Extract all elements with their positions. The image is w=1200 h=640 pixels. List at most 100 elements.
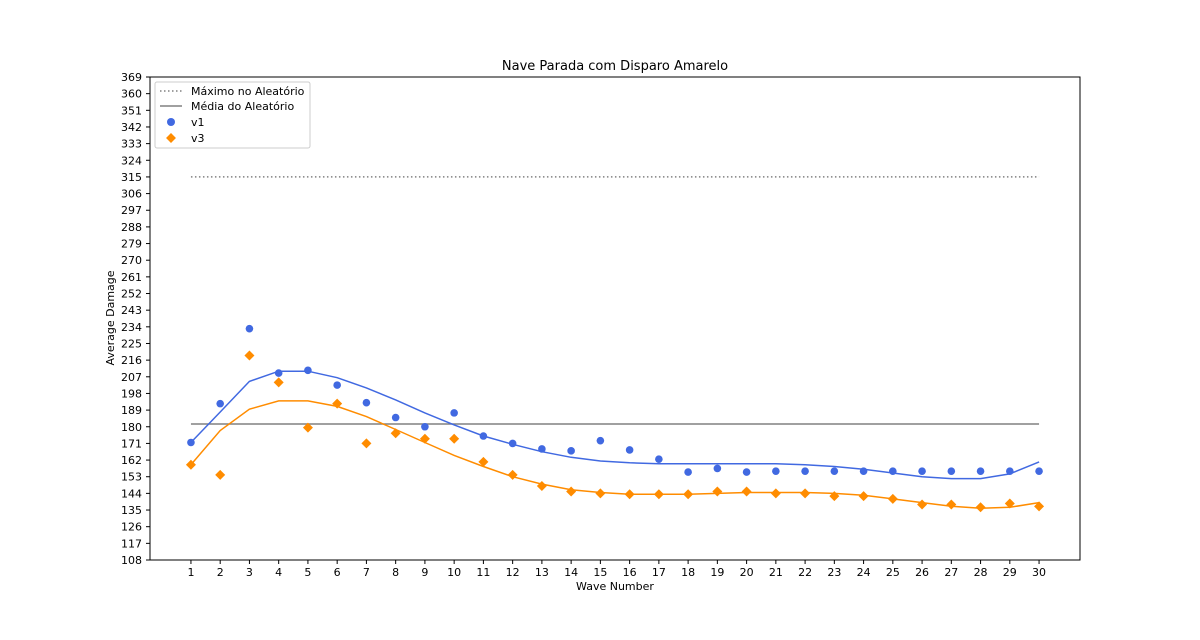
point-v3-9: [419, 433, 430, 444]
legend-marker-v1: [167, 118, 175, 126]
x-tick-label-26: 26: [915, 566, 929, 579]
chart-title: Nave Parada com Disparo Amarelo: [502, 59, 728, 74]
point-v3-25: [887, 493, 898, 504]
x-tick-label-24: 24: [857, 566, 871, 579]
y-tick-label-162: 162: [121, 454, 142, 467]
plot-frame: [149, 76, 1081, 561]
point-v1-28: [976, 467, 985, 475]
x-axis: 1 2 3 4 5 6 7 8 9 10 11 12 13 14 15 16 17 18 19 20 21 22 23 24 2…: [187, 560, 1046, 579]
x-tick-label-25: 25: [886, 566, 900, 579]
data-points: [185, 324, 1045, 513]
legend-label-v1: v1: [191, 116, 205, 129]
y-tick-label-225: 225: [121, 337, 142, 350]
trend-line-v3: [190, 400, 1040, 509]
point-v3-29: [1004, 498, 1015, 509]
x-tick-label-22: 22: [798, 566, 812, 579]
x-axis-label: Wave Number: [576, 580, 654, 593]
y-tick-label-324: 324: [121, 154, 142, 167]
point-v3-27: [946, 499, 957, 510]
trend-line-v1: [190, 370, 1040, 480]
point-v1-17: [655, 455, 663, 463]
y-tick-label-279: 279: [121, 238, 142, 251]
point-v1-26: [918, 467, 926, 475]
trend-lines: [190, 370, 1040, 509]
y-tick-label-117: 117: [121, 537, 142, 550]
y-tick-label-234: 234: [121, 321, 142, 334]
x-tick-label-19: 19: [710, 566, 724, 579]
point-v1-24: [859, 467, 868, 475]
point-v1-10: [450, 409, 458, 417]
y-tick-label-108: 108: [121, 554, 142, 567]
point-v1-3: [245, 324, 254, 333]
x-tick-label-17: 17: [652, 566, 666, 579]
point-v1-30: [1035, 467, 1043, 475]
y-tick-label-126: 126: [121, 521, 142, 534]
y-tick-label-297: 297: [121, 204, 142, 217]
x-tick-label-11: 11: [476, 566, 490, 579]
point-v3-23: [829, 491, 840, 502]
point-v1-23: [830, 467, 839, 475]
x-tick-label-15: 15: [593, 566, 607, 579]
x-tick-label-9: 9: [421, 566, 428, 579]
point-v1-13: [538, 445, 546, 453]
point-v3-8: [390, 428, 401, 439]
x-tick-label-30: 30: [1032, 566, 1046, 579]
y-tick-label-252: 252: [121, 288, 142, 301]
point-v1-6: [333, 381, 341, 389]
x-tick-label-5: 5: [304, 566, 311, 579]
point-v3-16: [624, 489, 635, 500]
point-v3-21: [770, 488, 781, 499]
legend-box: [154, 81, 311, 149]
point-v1-21: [772, 467, 780, 475]
y-axis: 108 117 126 135 144 153 162 171 180 189 198 207 216 2…: [121, 71, 150, 567]
y-tick-label-135: 135: [121, 504, 142, 517]
point-v3-19: [712, 486, 723, 497]
legend-entry-v1: v1: [167, 116, 205, 129]
x-tick-label-23: 23: [827, 566, 841, 579]
point-v1-16: [625, 446, 634, 454]
point-v3-28: [975, 502, 986, 513]
x-tick-label-3: 3: [246, 566, 253, 579]
legend-label-mean: Média do Aleatório: [191, 100, 294, 113]
y-tick-label-333: 333: [121, 138, 142, 151]
legend-label-max: Máximo no Aleatório: [191, 85, 305, 98]
point-v1-29: [1006, 467, 1014, 475]
legend-entry-max: Máximo no Aleatório: [160, 85, 305, 98]
point-v1-25: [889, 467, 897, 475]
point-v3-14: [566, 486, 577, 497]
x-tick-label-1: 1: [187, 566, 194, 579]
y-tick-label-153: 153: [121, 471, 142, 484]
point-v1-14: [567, 447, 575, 455]
point-v1-20: [742, 468, 751, 476]
reference-lines: [190, 176, 1040, 425]
y-tick-label-342: 342: [121, 121, 142, 134]
point-v3-15: [595, 488, 606, 499]
point-v3-5: [302, 422, 313, 433]
x-tick-label-16: 16: [623, 566, 637, 579]
legend-entry-mean: Média do Aleatório: [160, 100, 294, 113]
point-v3-22: [800, 488, 811, 499]
y-tick-label-207: 207: [121, 371, 142, 384]
point-v3-3: [244, 350, 255, 361]
point-v3-26: [917, 499, 928, 510]
point-v3-13: [536, 480, 547, 491]
legend: Máximo no Aleatório Média do Aleatório v…: [154, 81, 311, 149]
point-v3-1: [185, 459, 196, 470]
y-tick-label-288: 288: [121, 221, 142, 234]
point-v3-4: [273, 377, 284, 388]
y-tick-label-261: 261: [121, 271, 142, 284]
point-v1-5: [304, 366, 312, 375]
legend-marker-v3: [166, 133, 176, 143]
x-tick-label-12: 12: [506, 566, 520, 579]
point-v1-12: [508, 439, 517, 448]
x-tick-label-27: 27: [944, 566, 958, 579]
point-v3-24: [858, 491, 869, 502]
y-tick-label-270: 270: [121, 254, 142, 267]
x-tick-label-14: 14: [564, 566, 578, 579]
y-tick-label-243: 243: [121, 304, 142, 317]
y-tick-label-171: 171: [121, 437, 142, 450]
point-v1-11: [479, 432, 488, 440]
point-v1-8: [391, 413, 400, 422]
point-v3-17: [653, 489, 664, 500]
y-tick-label-180: 180: [121, 421, 142, 434]
